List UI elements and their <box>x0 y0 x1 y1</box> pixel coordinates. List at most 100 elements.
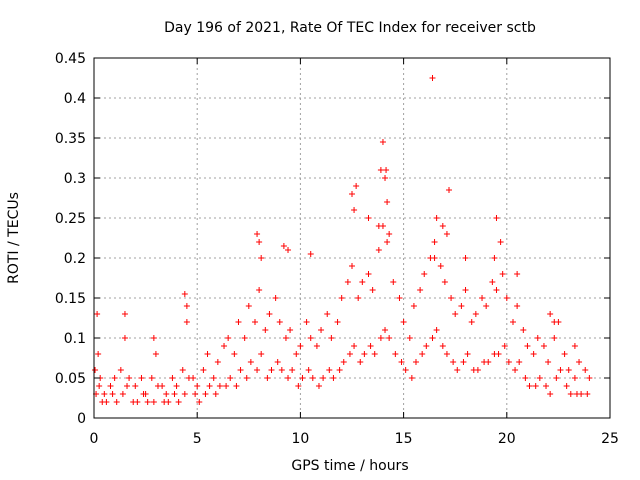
data-point <box>96 383 103 389</box>
data-point <box>212 391 219 397</box>
data-point <box>237 367 244 373</box>
data-point <box>307 335 314 341</box>
data-point <box>423 343 430 349</box>
data-point <box>163 391 170 397</box>
data-point <box>351 207 358 213</box>
data-point <box>386 231 393 237</box>
data-point <box>375 223 382 229</box>
data-point <box>571 343 578 349</box>
data-point <box>92 367 99 373</box>
data-point <box>264 375 271 381</box>
data-point <box>429 335 436 341</box>
data-point <box>433 327 440 333</box>
data-point <box>408 375 415 381</box>
data-point <box>390 279 397 285</box>
data-point <box>576 359 583 365</box>
data-point <box>266 311 273 317</box>
data-point <box>547 311 554 317</box>
y-tick-label: 0.3 <box>64 171 86 187</box>
data-point <box>113 399 120 405</box>
data-point <box>272 295 279 301</box>
data-point <box>433 215 440 221</box>
data-point <box>495 351 502 357</box>
data-point <box>571 375 578 381</box>
data-point <box>402 367 409 373</box>
data-point <box>225 335 232 341</box>
data-point <box>171 391 178 397</box>
data-point <box>563 383 570 389</box>
x-tick-label: 10 <box>291 431 309 447</box>
data-point <box>194 383 201 389</box>
data-point <box>365 271 372 277</box>
data-point <box>181 391 188 397</box>
data-point <box>512 367 519 373</box>
data-point <box>233 383 240 389</box>
data-point <box>565 367 572 373</box>
data-point <box>439 223 446 229</box>
data-point <box>452 311 459 317</box>
data-point <box>412 359 419 365</box>
y-tick-label: 0.4 <box>64 91 86 107</box>
data-point <box>371 351 378 357</box>
data-point <box>406 335 413 341</box>
data-point <box>326 367 333 373</box>
data-point <box>282 335 289 341</box>
data-point <box>297 343 304 349</box>
data-point <box>443 231 450 237</box>
data-point <box>204 351 211 357</box>
data-point <box>462 255 469 261</box>
data-point <box>344 279 351 285</box>
data-point <box>183 319 190 325</box>
data-point <box>483 303 490 309</box>
data-point <box>214 359 221 365</box>
data-point <box>295 383 302 389</box>
x-tick-label: 0 <box>90 431 99 447</box>
data-point <box>561 351 568 357</box>
data-point <box>320 375 327 381</box>
axis-ticks: 0 5 10 15 20 25 0 0.05 0.1 0.15 0.2 0.25 0.3 0.35 0.4 0… <box>55 51 619 447</box>
data-point <box>497 239 504 245</box>
data-point <box>258 351 265 357</box>
data-point <box>458 303 465 309</box>
y-tick-label: 0.15 <box>55 291 86 307</box>
data-point <box>169 375 176 381</box>
data-point <box>384 199 391 205</box>
data-point <box>305 367 312 373</box>
data-point <box>338 295 345 301</box>
data-point <box>532 383 539 389</box>
data-point <box>336 367 343 373</box>
data-point <box>369 287 376 293</box>
data-point <box>247 359 254 365</box>
data-point <box>126 375 133 381</box>
data-point <box>429 75 436 81</box>
data-point <box>303 319 310 325</box>
data-point <box>95 351 102 357</box>
data-point <box>553 375 560 381</box>
data-point <box>367 343 374 349</box>
data-point <box>543 383 550 389</box>
data-point <box>419 351 426 357</box>
data-point <box>547 391 554 397</box>
data-point <box>464 351 471 357</box>
data-point <box>101 391 108 397</box>
data-point <box>379 139 386 145</box>
data-point <box>256 239 263 245</box>
data-point <box>134 399 141 405</box>
data-point <box>514 303 521 309</box>
data-point <box>132 383 139 389</box>
data-point <box>202 391 209 397</box>
y-axis-label: ROTI / TECUs <box>6 192 22 284</box>
data-point <box>357 359 364 365</box>
data-point <box>254 367 261 373</box>
data-point <box>150 335 157 341</box>
data-point <box>117 367 124 373</box>
data-point <box>148 375 155 381</box>
data-point <box>121 335 128 341</box>
data-point <box>258 255 265 261</box>
data-point <box>94 311 101 317</box>
data-point <box>173 383 180 389</box>
data-point <box>441 279 448 285</box>
data-point <box>109 391 116 397</box>
y-tick-label: 0.2 <box>64 251 86 267</box>
data-point <box>346 351 353 357</box>
